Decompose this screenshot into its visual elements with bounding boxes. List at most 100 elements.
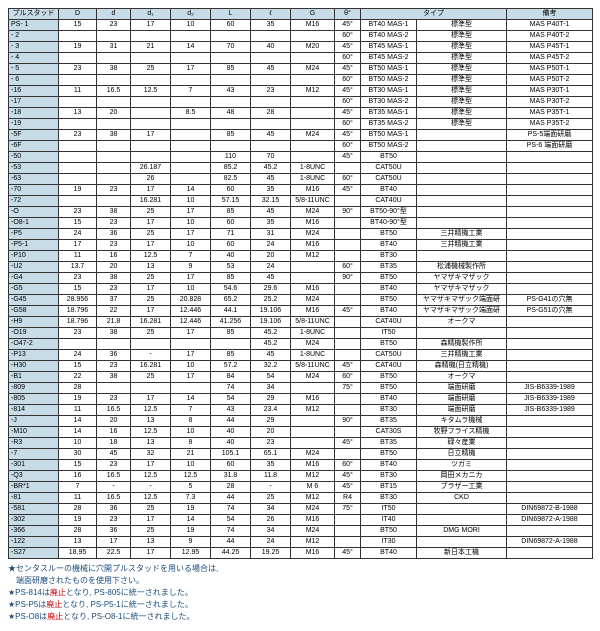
cell: BT40: [361, 185, 417, 196]
cell: [417, 130, 507, 141]
cell: 14: [171, 185, 211, 196]
cell: [59, 119, 97, 130]
cell: 16: [97, 427, 131, 438]
cell: 19: [59, 42, 97, 53]
cell: 45: [251, 350, 291, 361]
cell: 85: [211, 207, 251, 218]
cell: [417, 141, 507, 152]
cell: 48: [211, 108, 251, 119]
cell: M24: [291, 504, 335, 515]
cell: BT35: [361, 416, 417, 427]
cell: PS-G41の穴無: [507, 295, 593, 306]
cell: - 4: [9, 53, 59, 64]
cell: 60°: [335, 372, 361, 383]
cell: [131, 339, 171, 350]
cell: [507, 185, 593, 196]
cell: 34: [251, 526, 291, 537]
col-header: 備考: [507, 9, 593, 20]
col-header: G: [291, 9, 335, 20]
cell: M16: [291, 218, 335, 229]
cell: -P5-1: [9, 240, 59, 251]
cell: -H9: [9, 317, 59, 328]
cell: MAS P35T-2: [507, 119, 593, 130]
cell: [507, 174, 593, 185]
cell: 38: [97, 372, 131, 383]
cell: 60°: [335, 174, 361, 185]
cell: 60: [211, 218, 251, 229]
cell: BT40: [361, 548, 417, 559]
cell: [171, 339, 211, 350]
cell: JIS-B6339-1989: [507, 394, 593, 405]
cell: PS-5端面研磨: [507, 130, 593, 141]
table-row: -5326.18785.245.21-8UNCCAT50U: [9, 163, 593, 174]
cell: 19.106: [251, 317, 291, 328]
col-header: d₂: [171, 9, 211, 20]
cell: [507, 416, 593, 427]
cell: 45°: [335, 438, 361, 449]
cell: 23: [251, 438, 291, 449]
cell: -P13: [9, 350, 59, 361]
cell: [211, 339, 251, 350]
cell: 11: [59, 493, 97, 504]
cell: 7: [171, 405, 211, 416]
cell: [171, 97, 211, 108]
cell: 24: [251, 240, 291, 251]
table-row: -161116.512.574323M1245°BT30 MAS-1標準型MAS…: [9, 86, 593, 97]
cell: BT40-90°型: [361, 218, 417, 229]
cell: 5/8-11UNC: [291, 361, 335, 372]
cell: 60°: [335, 262, 361, 273]
cell: 25: [131, 504, 171, 515]
cell: 90°: [335, 273, 361, 284]
cell: -53: [9, 163, 59, 174]
cell: 17: [97, 537, 131, 548]
cell: 35: [251, 218, 291, 229]
cell: 38: [97, 328, 131, 339]
cell: [211, 31, 251, 42]
cell: M20: [291, 42, 335, 53]
cell: [335, 328, 361, 339]
cell: [507, 427, 593, 438]
cell: BT50: [361, 372, 417, 383]
cell: 12.446: [171, 317, 211, 328]
cell: 14: [171, 394, 211, 405]
cell: BT40: [361, 306, 417, 317]
cell: [335, 427, 361, 438]
cell: [507, 438, 593, 449]
cell: 54: [251, 372, 291, 383]
cell: 24: [251, 262, 291, 273]
cell: 標準型: [417, 53, 507, 64]
cell: 8: [171, 438, 211, 449]
cell: 44.1: [211, 306, 251, 317]
cell: 14: [59, 416, 97, 427]
cell: 19.106: [251, 306, 291, 317]
cell: 45°: [335, 20, 361, 31]
cell: 23.4: [251, 405, 291, 416]
cell: 36: [97, 229, 131, 240]
cell: 23: [59, 207, 97, 218]
cell: 16.5: [97, 471, 131, 482]
cell: BT40 MAS-1: [361, 20, 417, 31]
cell: 11: [59, 251, 97, 262]
table-row: -O47-245.2M24BT50森精機製作所: [9, 339, 593, 350]
cell: -81: [9, 493, 59, 504]
cell: BT40: [361, 394, 417, 405]
cell: [97, 97, 131, 108]
cell: 23: [97, 240, 131, 251]
cell: M16: [291, 306, 335, 317]
cell: 13: [59, 537, 97, 548]
cell: 10: [171, 218, 211, 229]
cell: BT30 MAS-2: [361, 97, 417, 108]
cell: -63: [9, 174, 59, 185]
cell: BT30 MAS-1: [361, 86, 417, 97]
cell: 14: [171, 515, 211, 526]
cell: 標準型: [417, 42, 507, 53]
cell: -U2: [9, 262, 59, 273]
table-row: -1813208.5482845°BT35 MAS-1標準型MAS P35T-1: [9, 108, 593, 119]
cell: 18.796: [59, 306, 97, 317]
cell: 45: [251, 64, 291, 75]
cell: [335, 295, 361, 306]
cell: -M10: [9, 427, 59, 438]
col-header: プルスタッド: [9, 9, 59, 20]
cell: 19: [171, 526, 211, 537]
cell: [507, 350, 593, 361]
